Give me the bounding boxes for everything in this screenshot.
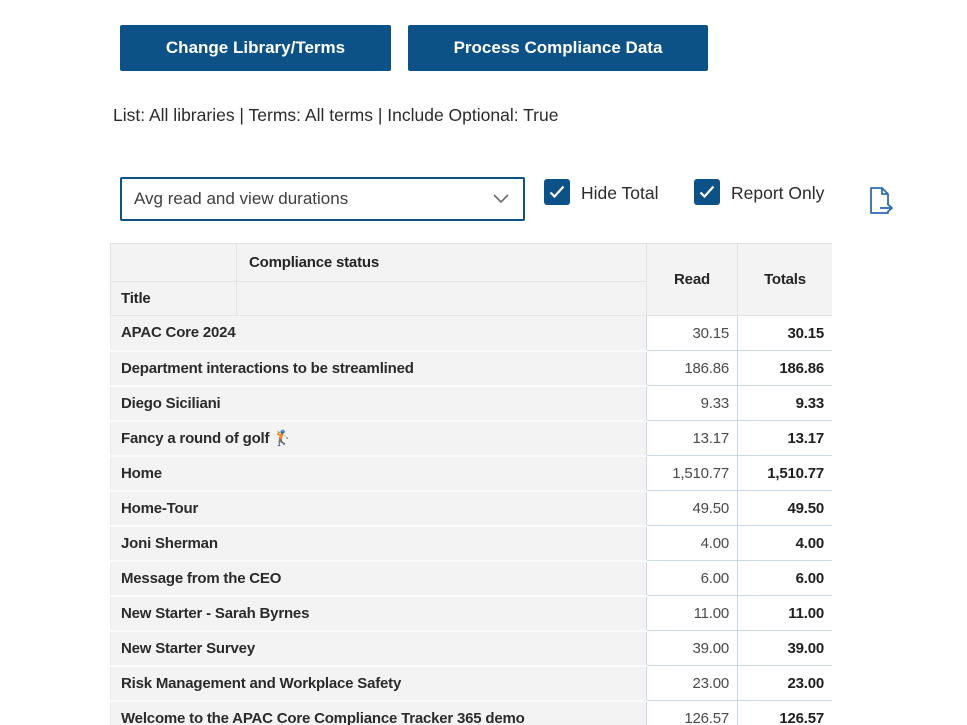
row-read-value: 11.00 [646,595,738,631]
report-only-label[interactable]: Report Only [731,183,825,203]
row-title: Welcome to the APAC Core Compliance Trac… [110,700,647,725]
table-row: Department interactions to be streamline… [110,350,832,387]
row-totals-value: 23.00 [737,665,832,701]
compliance-table: Compliance status Read Totals Title APAC… [110,243,832,725]
row-totals-value: 9.33 [737,385,832,421]
title-column-header: Title [110,281,237,316]
process-compliance-data-button[interactable]: Process Compliance Data [408,25,708,71]
row-totals-value: 13.17 [737,420,832,456]
table-row: Diego Siciliani 9.33 9.33 [110,385,832,422]
measure-dropdown-value: Avg read and view durations [134,189,349,208]
row-totals-value: 126.57 [737,700,832,725]
table-row: APAC Core 2024 30.15 30.15 [110,315,832,352]
table-row: Fancy a round of golf 🏌 13.17 13.17 [110,420,832,457]
blank-header-cell [236,281,647,316]
chevron-down-icon [493,194,509,204]
hide-total-checkbox[interactable] [544,179,570,205]
row-totals-value: 49.50 [737,490,832,526]
row-title: New Starter - Sarah Byrnes [110,595,647,632]
compliance-matrix: Compliance status Read Totals Title APAC… [110,243,832,725]
table-row: Message from the CEO 6.00 6.00 [110,560,832,597]
row-read-value: 30.15 [646,315,738,351]
row-title: Home-Tour [110,490,647,527]
row-read-value: 49.50 [646,490,738,526]
row-read-value: 4.00 [646,525,738,561]
file-export-icon [866,185,898,217]
row-title: Home [110,455,647,492]
table-row: New Starter Survey 39.00 39.00 [110,630,832,667]
table-body: APAC Core 2024 30.15 30.15 Department inter… [110,315,832,725]
row-read-value: 1,510.77 [646,455,738,491]
row-title: Risk Management and Workplace Safety [110,665,647,702]
row-totals-value: 39.00 [737,630,832,666]
compliance-status-header: Compliance status [236,243,647,282]
row-read-value: 186.86 [646,350,738,386]
row-read-value: 9.33 [646,385,738,421]
row-totals-value: 30.15 [737,315,832,351]
export-report-button[interactable] [866,184,898,218]
table-row: Home-Tour 49.50 49.50 [110,490,832,527]
totals-column-header: Totals [737,243,832,316]
row-totals-value: 11.00 [737,595,832,631]
row-totals-value: 1,510.77 [737,455,832,491]
row-title: Department interactions to be streamline… [110,350,647,387]
table-row: New Starter - Sarah Byrnes 11.00 11.00 [110,595,832,632]
row-title: New Starter Survey [110,630,647,667]
change-library-terms-button[interactable]: Change Library/Terms [120,25,391,71]
toolbar: Change Library/Terms Process Compliance … [120,25,708,71]
row-totals-value: 186.86 [737,350,832,386]
report-only-checkbox[interactable] [694,179,720,205]
row-title: Joni Sherman [110,525,647,562]
row-read-value: 6.00 [646,560,738,596]
row-read-value: 13.17 [646,420,738,456]
row-title: APAC Core 2024 [110,315,647,352]
table-row: Home 1,510.77 1,510.77 [110,455,832,492]
hide-total-label[interactable]: Hide Total [581,183,659,203]
row-totals-value: 6.00 [737,560,832,596]
row-totals-value: 4.00 [737,525,832,561]
filters-summary-text: List: All libraries | Terms: All terms |… [113,105,559,125]
table-row: Welcome to the APAC Core Compliance Trac… [110,700,832,725]
row-read-value: 39.00 [646,630,738,666]
corner-blank-cell [110,243,237,282]
row-title: Fancy a round of golf 🏌 [110,420,647,457]
measure-dropdown[interactable]: Avg read and view durations [120,177,525,221]
row-title: Message from the CEO [110,560,647,597]
table-row: Risk Management and Workplace Safety 23.0… [110,665,832,702]
row-title: Diego Siciliani [110,385,647,422]
row-read-value: 126.57 [646,700,738,725]
table-row: Joni Sherman 4.00 4.00 [110,525,832,562]
checkmark-icon [549,185,565,199]
checkmark-icon [699,185,715,199]
row-read-value: 23.00 [646,665,738,701]
read-column-header: Read [646,243,738,316]
